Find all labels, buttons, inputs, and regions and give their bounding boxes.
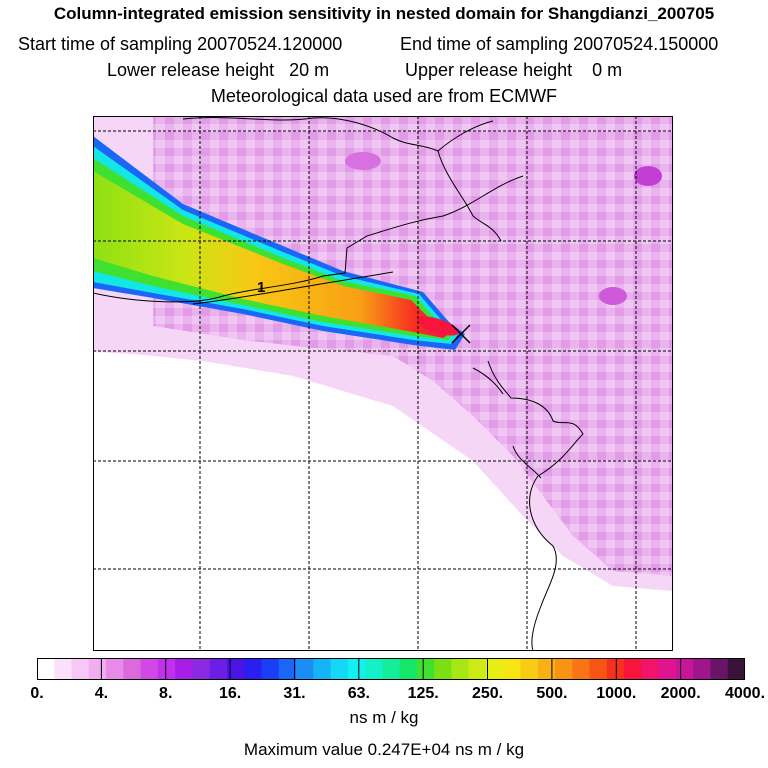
contour-label: 1	[257, 279, 265, 296]
plot-title: Column-integrated emission sensitivity i…	[53, 4, 715, 23]
receptor-x-marker	[451, 324, 471, 344]
colorbar-cell	[468, 658, 487, 680]
colorbar-tick-label: 500.	[536, 685, 568, 702]
start-time-label: Start time of sampling 20070524.120000	[18, 34, 343, 54]
colorbar-tick-label: 2000.	[660, 685, 701, 702]
colorbar-cell	[140, 658, 159, 680]
colorbar-cell	[416, 658, 435, 680]
colorbar-cell	[693, 658, 712, 680]
colorbar-cell	[710, 658, 729, 680]
colorbar-cell	[313, 658, 332, 680]
colorbar-cell	[261, 658, 280, 680]
colorbar-cell	[451, 658, 470, 680]
colorbar-cell	[641, 658, 660, 680]
upper-release-height: Upper release height 0 m	[405, 60, 623, 80]
colorbar-cell	[727, 658, 745, 680]
colorbar-cell	[537, 658, 556, 680]
colorbar-cell	[71, 658, 90, 680]
colorbar-cell	[399, 658, 418, 680]
contour-line	[192, 271, 394, 305]
colorbar-cell	[157, 658, 176, 680]
colorbar-tick-label: 250.	[471, 685, 504, 702]
colorbar-cell	[675, 658, 694, 680]
colorbar-cell	[485, 658, 504, 680]
colorbar-tick-label: 125.	[407, 685, 439, 702]
colorbar-cell	[123, 658, 142, 680]
colorbar-cell	[382, 658, 401, 680]
colorbar-cell	[37, 658, 55, 680]
colorbar-cell	[572, 658, 591, 680]
colorbar-cell	[278, 658, 297, 680]
start-time-value: 20070524.120000	[197, 34, 343, 54]
colorbar-cell	[503, 658, 522, 680]
colorbar-tick-label: 1000.	[596, 685, 637, 702]
colorbar-cell	[54, 658, 73, 680]
graticule	[93, 116, 673, 651]
colorbar-cell	[106, 658, 124, 680]
colorbar-cell	[175, 658, 194, 680]
end-time-label: End time of sampling 20070524.150000	[400, 34, 719, 54]
colorbar-cell	[434, 658, 453, 680]
colorbar-tick-label: 8.	[159, 685, 173, 702]
lower-release-height: Lower release height 20 m	[107, 60, 330, 80]
colorbar-cell	[347, 658, 366, 680]
colorbar-cell	[209, 658, 228, 680]
colorbar-cell	[589, 658, 608, 680]
colorbar-tick-label: 4.	[94, 685, 109, 702]
map-frame	[93, 116, 673, 651]
colorbar-cell	[365, 658, 383, 680]
maximum-value: Maximum value 0.247E+04 ns m / kg	[243, 740, 525, 759]
sensitivity-map: 1	[93, 116, 673, 651]
colorbar-cell	[520, 658, 539, 680]
met-data-note: Meteorological data used are from ECMWF	[210, 86, 558, 106]
colorbar-tick-label: 0.	[30, 685, 44, 702]
colorbar-cell	[296, 658, 314, 680]
colorbar-cell	[555, 658, 573, 680]
colorbar-cell	[244, 658, 263, 680]
end-time-value: 20070524.150000	[573, 34, 719, 54]
plume-core	[93, 171, 449, 338]
colorbar-cell	[226, 658, 245, 680]
colorbar-tick-label: 4000.	[724, 685, 766, 702]
colorbar	[37, 658, 745, 680]
colorbar-cell	[624, 658, 642, 680]
colorbar-units: ns m / kg	[349, 708, 419, 727]
colorbar-cell	[606, 658, 625, 680]
colorbar-tick-label: 63.	[347, 685, 370, 702]
colorbar-cell	[192, 658, 211, 680]
colorbar-tick-label: 16.	[218, 685, 242, 702]
coastlines	[93, 117, 584, 651]
colorbar-tick-label: 31.	[283, 685, 306, 702]
colorbar-cell	[88, 658, 107, 680]
colorbar-cell	[658, 658, 677, 680]
colorbar-cell	[330, 658, 349, 680]
